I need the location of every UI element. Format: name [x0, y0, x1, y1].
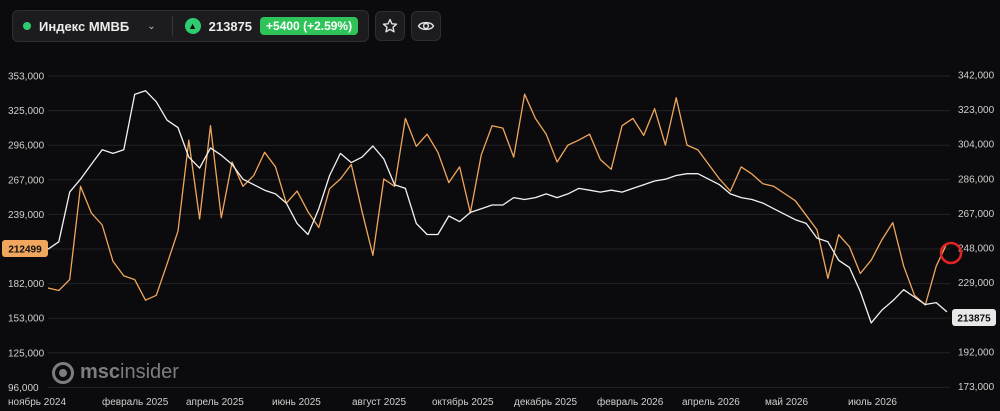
right-tick-label: 286,000 [958, 174, 995, 185]
right-tick-label: 267,000 [958, 209, 995, 220]
right-axis: 342,000 323,000 304,000 286,000 267,000 248,0… [952, 71, 996, 393]
series-group [47, 90, 948, 324]
highlight-circle [939, 241, 963, 265]
left-tick-label: 353,000 [8, 72, 45, 83]
left-tick-label: 153,000 [8, 314, 45, 325]
msc-logo-icon [52, 361, 74, 384]
watermark-logo: mscinsider [52, 361, 179, 384]
left-current-label: 212499 [8, 245, 42, 256]
left-tick-label: 325,000 [8, 106, 45, 117]
right-tick-label: 248,000 [958, 244, 995, 255]
x-tick-label: май 2026 [765, 397, 808, 408]
instrument-selector[interactable]: Индекс ММВБ ⌄ ▲ 213875 +5400 (+2.59%) [12, 10, 370, 42]
current-left-badge [2, 240, 48, 257]
instrument-name: Индекс ММВБ [39, 18, 130, 34]
right-tick-label: 229,000 [958, 278, 995, 289]
eye-icon [417, 21, 435, 31]
markers [939, 241, 963, 265]
right-tick-label: 342,000 [958, 71, 995, 82]
left-tick-label: 239,000 [8, 210, 45, 221]
right-tick-label: 323,000 [958, 105, 995, 116]
x-tick-label: июль 2026 [848, 397, 897, 408]
grid [48, 75, 950, 388]
x-axis: ноябрь 2024 февраль 2025 апрель 2025 июнь 2… [8, 396, 897, 408]
x-tick-label: апрель 2025 [186, 397, 244, 408]
price-change-badge: +5400 (+2.59%) [260, 17, 359, 35]
x-tick-label: август 2025 [352, 397, 406, 408]
left-tick-label: 125,000 [8, 348, 45, 359]
chevron-down-icon[interactable]: ⌄ [147, 20, 156, 32]
last-price: 213875 [208, 18, 253, 34]
right-tick-label: 304,000 [958, 140, 995, 151]
series-line-1 [47, 93, 948, 306]
favorite-button[interactable] [375, 11, 406, 41]
left-tick-label: 96,000 [8, 383, 39, 394]
up-triangle-icon: ▲ [184, 18, 201, 34]
series-line-2 [47, 90, 948, 324]
left-tick-label: 182,000 [8, 279, 45, 290]
status-dot-icon [23, 22, 31, 30]
x-tick-label: июнь 2025 [272, 397, 321, 408]
x-tick-label: апрель 2026 [682, 397, 740, 408]
divider [171, 16, 173, 36]
current-right-badge [952, 309, 996, 326]
right-tick-label: 173,000 [958, 382, 995, 393]
x-tick-label: февраль 2026 [597, 396, 664, 408]
watch-button[interactable] [411, 11, 442, 41]
left-tick-label: 267,000 [8, 175, 45, 186]
right-tick-label: 192,000 [958, 347, 995, 358]
left-tick-label: 296,000 [8, 141, 45, 152]
x-tick-label: октябрь 2025 [432, 396, 494, 408]
x-tick-label: декабрь 2025 [514, 396, 578, 408]
x-tick-label: февраль 2025 [102, 396, 169, 408]
star-icon [382, 18, 398, 33]
right-current-label: 213875 [957, 314, 991, 325]
x-tick-label: ноябрь 2024 [8, 396, 66, 408]
toolbar: Индекс ММВБ ⌄ ▲ 213875 +5400 (+2.59%) [12, 10, 442, 42]
left-axis: 353,000 325,000 296,000 267,000 239,000 21249… [2, 72, 48, 394]
